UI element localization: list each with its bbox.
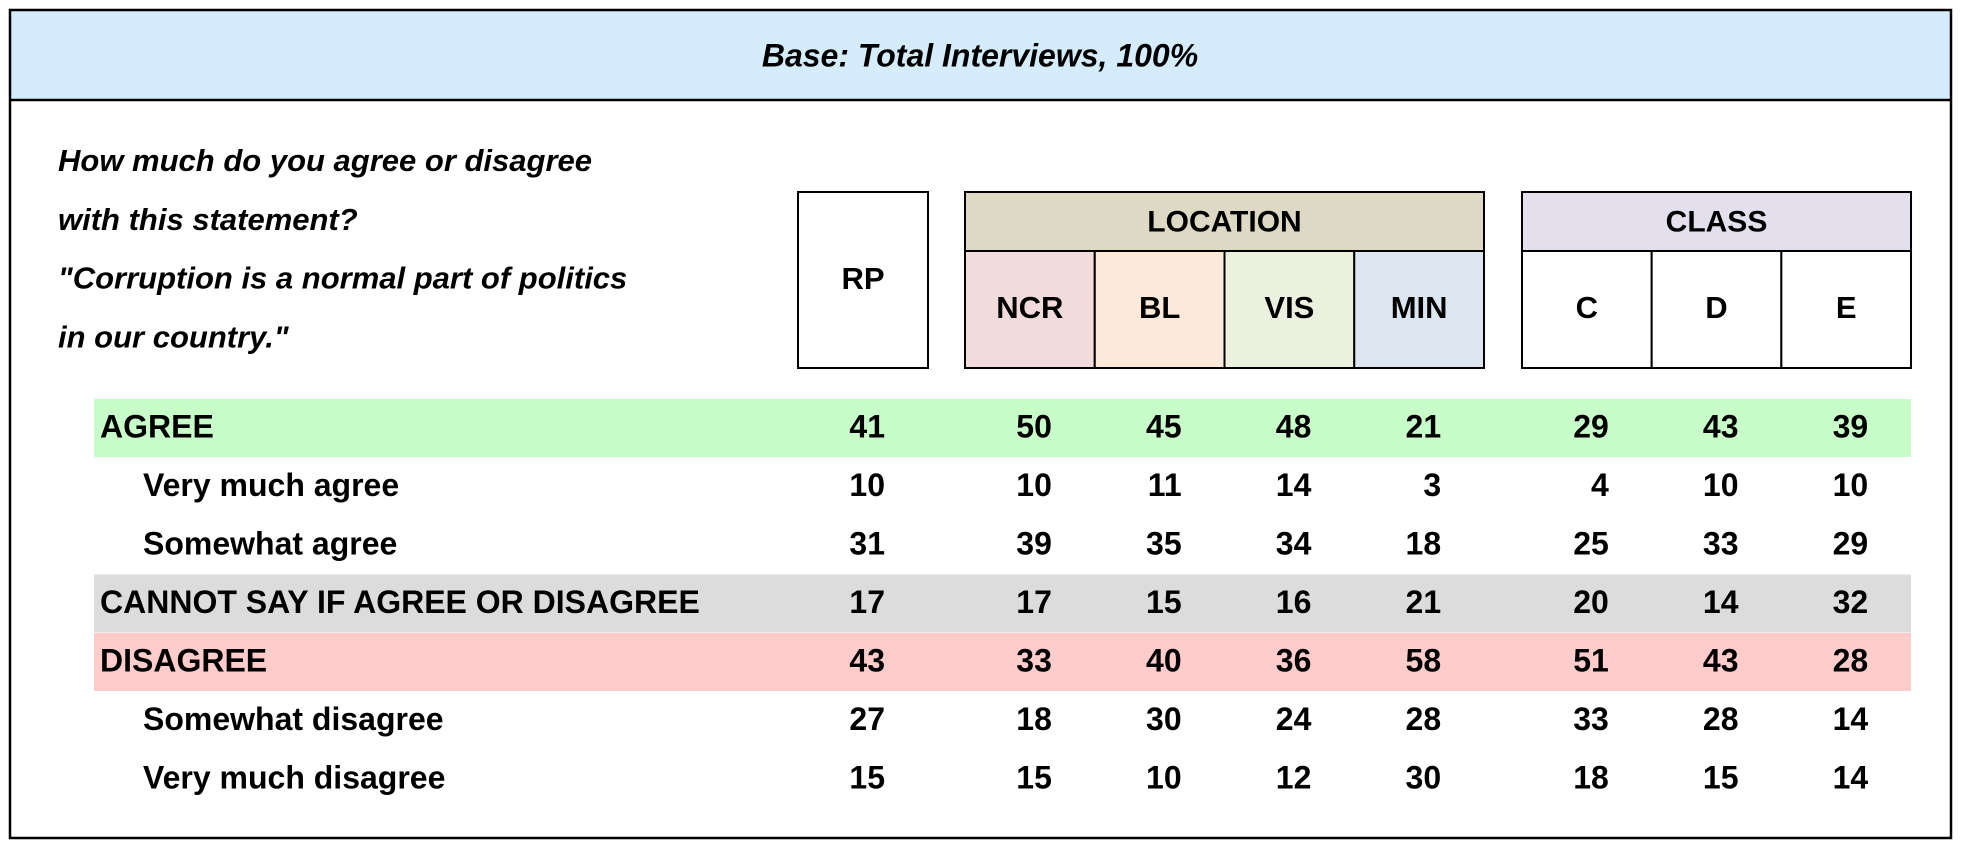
cell-value: 50 xyxy=(1016,408,1052,444)
group-label: LOCATION xyxy=(1147,205,1301,238)
cell-value: 15 xyxy=(1146,584,1182,620)
cell-value: 33 xyxy=(1573,701,1609,737)
cell-value: 24 xyxy=(1276,701,1312,737)
row-band xyxy=(94,399,1911,457)
header-band xyxy=(10,10,1951,100)
question-line: "Corruption is a normal part of politics xyxy=(58,261,627,296)
sub-column-label: NCR xyxy=(996,290,1063,325)
cell-value: 15 xyxy=(1703,759,1739,795)
cell-value: 3 xyxy=(1423,467,1441,503)
cell-value: 28 xyxy=(1406,701,1442,737)
cell-value: 14 xyxy=(1703,584,1739,620)
row-label: AGREE xyxy=(100,408,214,444)
sub-column-label: C xyxy=(1576,290,1598,325)
cell-value: 51 xyxy=(1573,642,1609,678)
group-label: CLASS xyxy=(1666,205,1768,238)
cell-value: 25 xyxy=(1573,525,1609,561)
cell-value: 14 xyxy=(1833,701,1869,737)
cell-value: 15 xyxy=(849,759,885,795)
row-label: Somewhat disagree xyxy=(143,701,444,737)
question-line: How much do you agree or disagree xyxy=(58,143,592,178)
cell-value: 28 xyxy=(1703,701,1739,737)
cell-value: 43 xyxy=(849,642,885,678)
sub-column-label: E xyxy=(1836,290,1857,325)
cell-value: 34 xyxy=(1276,525,1312,561)
cell-value: 58 xyxy=(1406,642,1442,678)
cell-value: 30 xyxy=(1406,759,1442,795)
cell-value: 18 xyxy=(1016,701,1052,737)
group-header xyxy=(1521,191,1913,252)
cell-value: 14 xyxy=(1276,467,1312,503)
column-box xyxy=(797,191,929,369)
cell-value: 32 xyxy=(1833,584,1869,620)
sub-column xyxy=(1521,250,1653,369)
cell-value: 45 xyxy=(1146,408,1182,444)
cell-value: 40 xyxy=(1146,642,1182,678)
row-label: CANNOT SAY IF AGREE OR DISAGREE xyxy=(100,584,700,620)
cell-value: 14 xyxy=(1833,759,1869,795)
cell-value: 10 xyxy=(1833,467,1869,503)
cell-value: 21 xyxy=(1406,584,1442,620)
question-line: in our country." xyxy=(58,319,290,354)
sub-column xyxy=(1780,250,1913,369)
sub-column-label: MIN xyxy=(1391,290,1448,325)
cell-value: 12 xyxy=(1276,759,1312,795)
cell-value: 43 xyxy=(1703,642,1739,678)
row-label: DISAGREE xyxy=(100,642,267,678)
cell-value: 11 xyxy=(1148,467,1182,503)
cell-value: 10 xyxy=(1016,467,1052,503)
cell-value: 30 xyxy=(1146,701,1182,737)
cell-value: 18 xyxy=(1406,525,1442,561)
sub-column xyxy=(1650,250,1783,369)
cell-value: 35 xyxy=(1146,525,1182,561)
header-title: Base: Total Interviews, 100% xyxy=(762,37,1198,73)
sub-column-label: BL xyxy=(1139,290,1180,325)
cell-value: 20 xyxy=(1573,584,1609,620)
cell-value: 4 xyxy=(1591,467,1609,503)
cell-value: 39 xyxy=(1833,408,1869,444)
cell-value: 33 xyxy=(1016,642,1052,678)
cell-value: 27 xyxy=(849,701,885,737)
cell-value: 43 xyxy=(1703,408,1739,444)
cell-value: 39 xyxy=(1016,525,1052,561)
row-label: Very much agree xyxy=(143,467,399,503)
cell-value: 29 xyxy=(1833,525,1869,561)
cell-value: 17 xyxy=(849,584,885,620)
cell-value: 17 xyxy=(1016,584,1052,620)
cell-value: 21 xyxy=(1406,408,1442,444)
sub-column-label: D xyxy=(1705,290,1727,325)
cell-value: 10 xyxy=(849,467,885,503)
cell-value: 10 xyxy=(1146,759,1182,795)
sub-column-label: VIS xyxy=(1264,290,1314,325)
cell-value: 31 xyxy=(849,525,885,561)
row-label: Somewhat agree xyxy=(143,525,397,561)
cell-value: 48 xyxy=(1276,408,1312,444)
sub-column xyxy=(1223,250,1356,369)
cell-value: 10 xyxy=(1703,467,1739,503)
question-line: with this statement? xyxy=(58,202,358,237)
row-band xyxy=(94,574,1911,633)
cell-value: 36 xyxy=(1276,642,1312,678)
cell-value: 16 xyxy=(1276,584,1312,620)
cell-value: 29 xyxy=(1573,408,1609,444)
outer-border xyxy=(8,8,1953,840)
cell-value: 15 xyxy=(1016,759,1052,795)
cell-value: 41 xyxy=(849,408,885,444)
cell-value: 33 xyxy=(1703,525,1739,561)
column-label: RP xyxy=(841,261,884,296)
cell-value: 28 xyxy=(1833,642,1869,678)
row-label: Very much disagree xyxy=(143,759,445,795)
cell-value: 18 xyxy=(1573,759,1609,795)
row-band xyxy=(94,633,1911,691)
sub-column xyxy=(1353,250,1485,369)
